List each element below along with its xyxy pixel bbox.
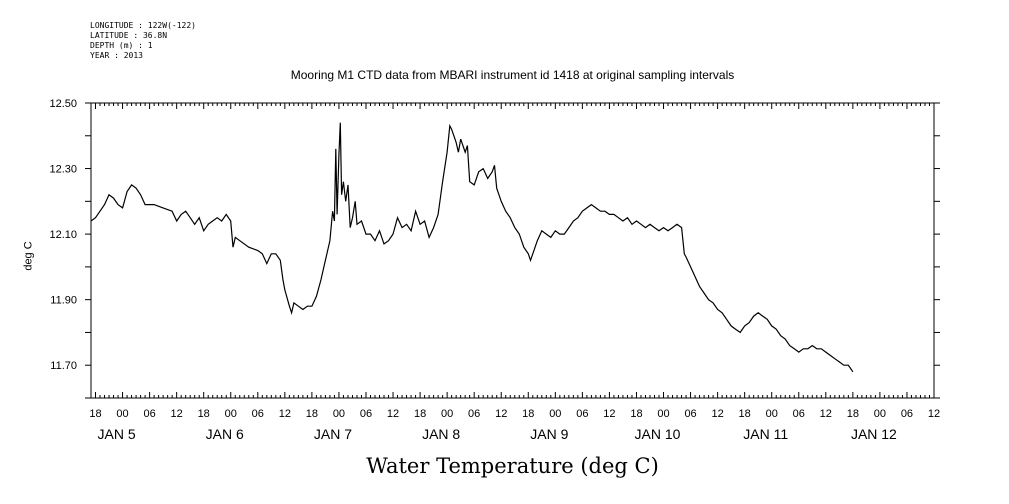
x-tick-label: 00 [657, 408, 669, 420]
x-tick-label: 00 [766, 408, 778, 420]
day-label: JAN 7 [314, 426, 352, 442]
axis-ticks [85, 102, 940, 399]
y-tick-label: 11.90 [50, 295, 77, 307]
x-tick-label: 00 [874, 408, 886, 420]
x-tick-label: 06 [576, 408, 588, 420]
x-tick-label: 12 [928, 408, 940, 420]
day-label: JAN 9 [530, 426, 568, 442]
x-tick-label: 06 [143, 408, 155, 420]
longitude-text: LONGITUDE : 122W(-122) [90, 21, 196, 30]
x-tick-label: 12 [171, 408, 183, 420]
x-tick-label: 18 [89, 408, 101, 420]
year-text: YEAR : 2013 [90, 51, 143, 60]
latitude-text: LATITUDE : 36.8N [90, 31, 168, 40]
x-tick-label: 12 [279, 408, 291, 420]
day-label: JAN 10 [635, 426, 681, 442]
x-tick-label: 06 [684, 408, 696, 420]
plot-frame [90, 102, 935, 399]
x-tick-label: 00 [225, 408, 237, 420]
depth-text: DEPTH (m) : 1 [90, 41, 153, 50]
y-tick-label: 12.10 [49, 229, 77, 241]
chart-title: Mooring M1 CTD data from MBARI instrumen… [290, 68, 735, 82]
x-tick-label: 18 [630, 408, 642, 420]
x-tick-label: 18 [522, 408, 534, 420]
day-label: JAN 6 [206, 426, 244, 442]
day-label: JAN 11 [743, 426, 788, 442]
x-tick-label: 00 [441, 408, 453, 420]
axis-labels: 18 00 06 12 18 00 06 12 18 00 06 12 18 00 06 12 18 00 06 12… [49, 98, 940, 442]
x-tick-label: 00 [116, 408, 128, 420]
day-label: JAN 5 [97, 426, 135, 442]
x-tick-label: 12 [603, 408, 615, 420]
x-tick-label: 18 [414, 408, 426, 420]
metadata-block: LONGITUDE : 122W(-122) LATITUDE : 36.8N … [90, 21, 196, 61]
x-tick-label: 12 [387, 408, 399, 420]
x-tick-label: 18 [306, 408, 318, 420]
x-tick-label: 06 [468, 408, 480, 420]
day-label: JAN 12 [851, 426, 897, 442]
x-tick-label: 12 [711, 408, 723, 420]
y-tick-label: 12.30 [49, 164, 77, 176]
x-tick-label: 06 [360, 408, 372, 420]
x-tick-label: 12 [495, 408, 507, 420]
x-tick-label: 12 [820, 408, 832, 420]
day-label: JAN 8 [422, 426, 460, 442]
x-tick-label: 06 [793, 408, 805, 420]
x-tick-label: 00 [333, 408, 345, 420]
x-tick-label: 18 [847, 408, 859, 420]
x-tick-label: 00 [549, 408, 561, 420]
x-axis-title: Water Temperature (deg C) [366, 454, 659, 478]
series-line [90, 122, 854, 373]
x-tick-label: 18 [198, 408, 210, 420]
y-tick-label: 12.50 [49, 98, 77, 110]
y-tick-label: 11.70 [50, 360, 77, 372]
x-tick-label: 18 [739, 408, 751, 420]
x-tick-label: 06 [901, 408, 913, 420]
x-tick-label: 06 [252, 408, 264, 420]
